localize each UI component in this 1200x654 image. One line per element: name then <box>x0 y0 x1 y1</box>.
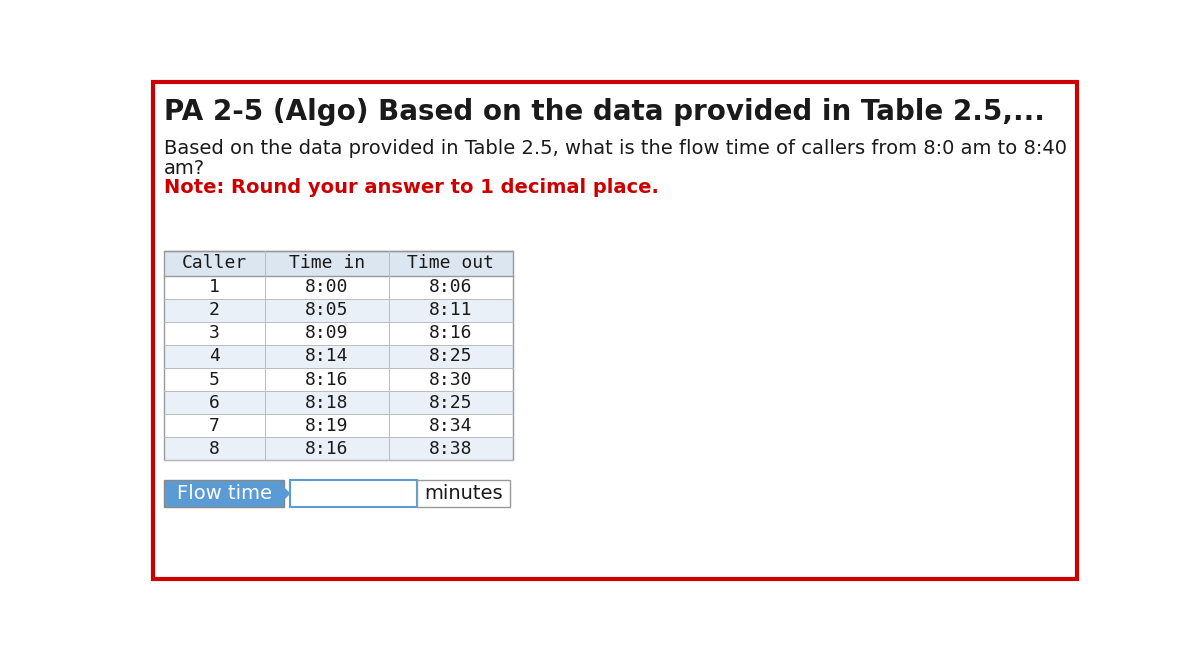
Text: 8: 8 <box>209 440 220 458</box>
Bar <box>265 391 389 414</box>
Text: 1: 1 <box>209 278 220 296</box>
Bar <box>164 368 265 391</box>
Bar <box>265 251 389 275</box>
Text: 6: 6 <box>209 394 220 411</box>
Bar <box>418 479 510 508</box>
Text: 8:09: 8:09 <box>305 324 348 342</box>
Text: Note: Round your answer to 1 decimal place.: Note: Round your answer to 1 decimal pla… <box>164 178 659 197</box>
Bar <box>164 251 265 275</box>
Text: 8:06: 8:06 <box>428 278 473 296</box>
Text: 2: 2 <box>209 301 220 319</box>
Bar <box>164 479 284 508</box>
Text: 8:19: 8:19 <box>305 417 348 435</box>
Bar <box>164 299 265 322</box>
Bar <box>164 391 265 414</box>
Bar <box>389 391 512 414</box>
Bar <box>164 251 512 460</box>
Text: Based on the data provided in Table 2.5, what is the flow time of callers from 8: Based on the data provided in Table 2.5,… <box>164 139 1067 158</box>
Text: 8:16: 8:16 <box>305 440 348 458</box>
Text: 8:00: 8:00 <box>305 278 348 296</box>
Text: 8:16: 8:16 <box>305 371 348 388</box>
Bar <box>389 322 512 345</box>
Bar <box>164 414 265 438</box>
Bar <box>265 345 389 368</box>
Text: minutes: minutes <box>425 484 503 503</box>
Bar <box>164 322 265 345</box>
Bar <box>389 438 512 460</box>
Bar <box>164 345 265 368</box>
Text: 8:30: 8:30 <box>428 371 473 388</box>
Text: 8:34: 8:34 <box>428 417 473 435</box>
Text: 8:05: 8:05 <box>305 301 348 319</box>
Text: 8:38: 8:38 <box>428 440 473 458</box>
Text: Time out: Time out <box>407 254 494 272</box>
Bar <box>389 251 512 275</box>
Bar <box>389 368 512 391</box>
Text: PA 2-5 (Algo) Based on the data provided in Table 2.5,...: PA 2-5 (Algo) Based on the data provided… <box>164 99 1045 126</box>
Bar <box>164 275 265 299</box>
Text: 4: 4 <box>209 347 220 366</box>
Bar <box>265 322 389 345</box>
Bar <box>389 414 512 438</box>
Text: Caller: Caller <box>181 254 247 272</box>
Bar <box>389 345 512 368</box>
Polygon shape <box>284 488 289 499</box>
Bar <box>164 438 265 460</box>
Bar <box>389 275 512 299</box>
Text: Time in: Time in <box>289 254 365 272</box>
Text: 8:11: 8:11 <box>428 301 473 319</box>
Text: am?: am? <box>164 158 205 177</box>
Text: 8:16: 8:16 <box>428 324 473 342</box>
Bar <box>389 299 512 322</box>
Text: 8:25: 8:25 <box>428 347 473 366</box>
Text: 8:14: 8:14 <box>305 347 348 366</box>
Bar <box>265 299 389 322</box>
Text: 3: 3 <box>209 324 220 342</box>
Bar <box>265 368 389 391</box>
Bar <box>265 438 389 460</box>
Bar <box>265 275 389 299</box>
Text: 8:25: 8:25 <box>428 394 473 411</box>
Bar <box>265 414 389 438</box>
Text: Flow time: Flow time <box>176 484 271 503</box>
Text: 5: 5 <box>209 371 220 388</box>
Text: 8:18: 8:18 <box>305 394 348 411</box>
Bar <box>289 479 418 508</box>
Text: 7: 7 <box>209 417 220 435</box>
